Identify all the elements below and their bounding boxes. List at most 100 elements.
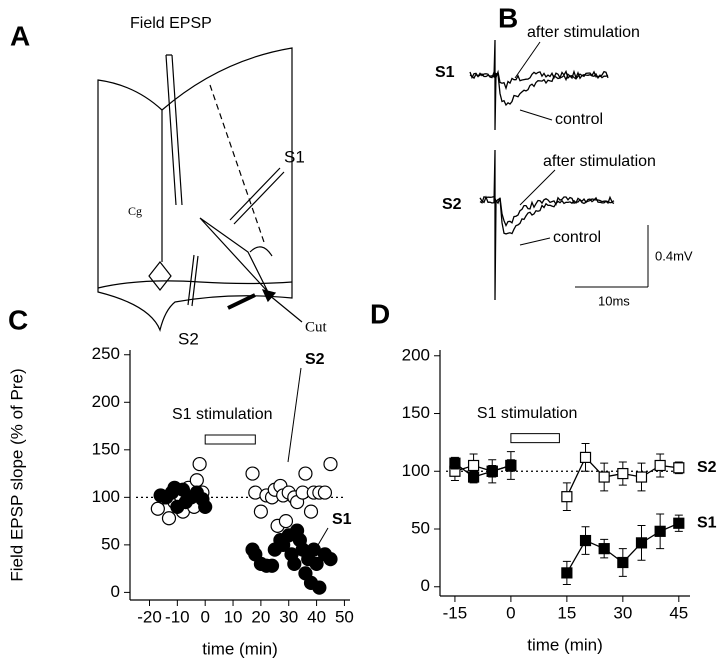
data-point: [323, 552, 338, 567]
trace-label: S1: [435, 64, 455, 81]
data-point: [245, 466, 260, 481]
arrow-head: [261, 289, 277, 303]
data-point: [449, 457, 461, 469]
data-point: [673, 462, 685, 474]
y-axis-title: Field EPSP slope (% of Pre): [7, 368, 26, 581]
trace: [479, 195, 615, 228]
y-tick-label: 200: [402, 345, 430, 364]
stimulation-bar: [204, 434, 256, 445]
x-axis-title: time (min): [527, 635, 603, 654]
y-tick-label: 200: [92, 392, 120, 411]
data-point: [189, 473, 204, 488]
diagram-label: S1: [284, 147, 305, 166]
x-tick-label: 30: [613, 603, 632, 622]
y-tick-label: 50: [411, 518, 430, 537]
data-point: [317, 485, 333, 500]
line: [454, 462, 512, 478]
x-tick-label: -10: [165, 607, 190, 626]
leader: [519, 237, 551, 246]
data-point: [579, 534, 592, 547]
y-tick-label: 250: [92, 344, 120, 363]
data-point: [192, 456, 207, 472]
leader: [519, 169, 556, 206]
data-point: [467, 471, 480, 483]
data-point: [654, 459, 666, 472]
panel-label: C: [8, 304, 28, 335]
series-name: S1: [697, 514, 717, 531]
y-tick-label: 0: [111, 582, 120, 601]
x-tick-label: 50: [335, 607, 354, 626]
series-name: S1: [332, 511, 352, 528]
scale-label: 0.4mV: [655, 248, 693, 263]
x-axis-title: time (min): [202, 639, 278, 658]
data-point: [561, 491, 573, 503]
data-point: [150, 501, 165, 516]
x-tick-label: 20: [251, 607, 270, 626]
data-point: [635, 471, 648, 483]
panel-label: B: [498, 2, 518, 33]
cut-curve: [249, 246, 273, 257]
diagram-label: Cg: [128, 204, 142, 218]
y-tick-label: 50: [101, 534, 120, 553]
diamond: [148, 261, 172, 291]
annotation-leaders: [514, 41, 649, 288]
data-point: [303, 504, 319, 519]
data-point: [161, 511, 177, 526]
trace-annotation: control: [555, 111, 603, 128]
data-point: [253, 504, 268, 519]
data-point: [598, 471, 610, 483]
name-leader: [317, 527, 329, 546]
leader: [514, 41, 541, 79]
data-point: [298, 466, 313, 481]
recording-electrode: [165, 54, 183, 206]
x-tick-label: 0: [200, 607, 209, 626]
data-point: [635, 537, 648, 549]
y-tick-label: 150: [92, 439, 120, 458]
y-tick-label: 150: [402, 403, 430, 422]
y-tick-label: 100: [402, 461, 430, 480]
x-tick-label: 40: [307, 607, 326, 626]
stimulation-label: S1 stimulation: [477, 405, 578, 422]
data-point: [198, 499, 213, 514]
x-tick-label: 10: [224, 607, 243, 626]
leader: [519, 109, 553, 121]
data-point: [264, 558, 280, 573]
data-point: [486, 465, 498, 477]
x-tick-label: -15: [443, 603, 468, 622]
y-tick-label: 0: [421, 576, 430, 595]
x-tick-label: -20: [137, 607, 162, 626]
stimulation-label: S1 stimulation: [172, 406, 273, 423]
brain-diagram: [97, 47, 303, 332]
trace-annotation: after stimulation: [527, 24, 640, 41]
panel-label: D: [370, 298, 390, 329]
scale-label: 10ms: [598, 293, 630, 308]
data-point: [617, 556, 629, 569]
thick-segment: [227, 293, 256, 310]
slice-border: [97, 280, 293, 289]
data-point: [505, 459, 517, 472]
y-tick-label: 100: [92, 487, 120, 506]
data-point: [467, 459, 480, 472]
data-point: [561, 567, 573, 579]
data-point: [287, 556, 302, 571]
data-point: [312, 580, 327, 595]
data-point: [309, 556, 324, 571]
data-point: [673, 517, 685, 529]
diagram-label: S2: [178, 329, 199, 348]
x-tick-label: 0: [506, 603, 515, 622]
panel-label: A: [10, 20, 30, 51]
data-point: [654, 525, 666, 537]
series-name: S2: [305, 351, 325, 368]
series-name: S2: [697, 459, 717, 476]
data-point: [278, 514, 294, 529]
data-point: [617, 467, 629, 480]
x-tick-label: 45: [669, 603, 688, 622]
dashed-line: [209, 84, 266, 246]
diagram-label: Field EPSP: [130, 15, 212, 32]
x-tick-label: 30: [279, 607, 298, 626]
s1-electrode: [229, 167, 285, 225]
data-point: [579, 451, 592, 464]
data-point: [323, 456, 338, 472]
trace: [479, 149, 615, 301]
